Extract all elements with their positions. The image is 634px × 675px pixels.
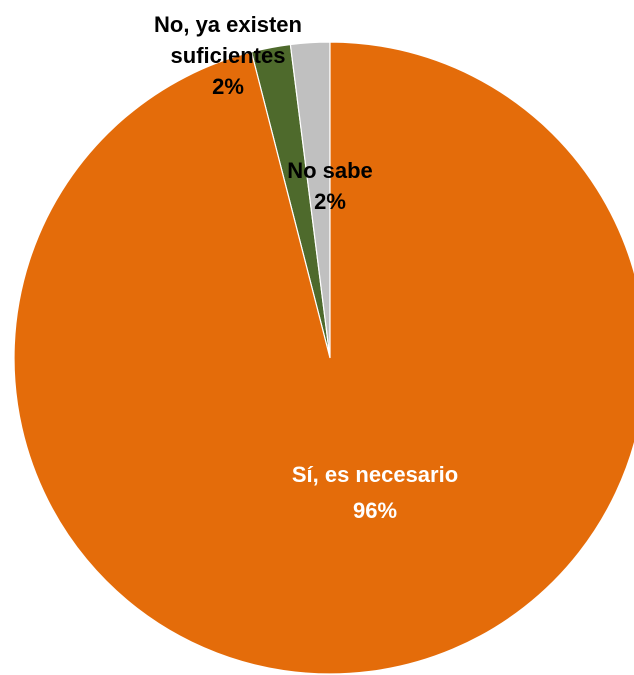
data-label-category: suficientes [171,43,286,68]
data-label-category: No sabe [287,158,373,183]
data-label-3: Sí, es necesario 96% [292,462,458,523]
data-label-2: No sabe 2% [287,158,373,214]
data-label-percent: 96% [353,498,397,523]
pie-data-labels: No, ya existen suficientes 2% No sabe 2% Sí, … [154,12,458,523]
data-label-1: No, ya existen suficientes 2% [154,12,302,99]
pie-slice-3 [13,41,634,675]
data-label-category: No, ya existen [154,12,302,37]
data-label-percent: 2% [212,74,244,99]
data-label-category: Sí, es necesario [292,462,458,487]
pie-slices [13,41,634,675]
data-label-percent: 2% [314,189,346,214]
